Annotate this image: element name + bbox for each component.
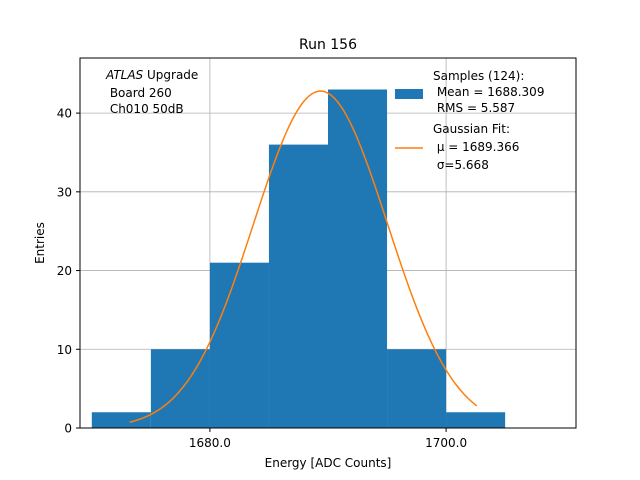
gaussian-fit	[129, 90, 478, 423]
legend-fit-sigma: σ=5.668	[433, 158, 489, 172]
legend: Samples (124): Mean = 1688.309 RMS = 5.5…	[395, 69, 544, 172]
annotation-line-2: Board 260	[106, 86, 172, 100]
chart-title: Run 156	[299, 37, 357, 53]
axis-ticks: 1680.0 1700.0 0 10 20 30 40	[57, 107, 467, 450]
gaussian-fit-curve	[129, 90, 478, 423]
y-axis-label: Entries	[33, 222, 47, 264]
axes-frame	[79, 57, 577, 429]
x-axis-label: Energy [ADC Counts]	[265, 456, 392, 470]
legend-fit-title: Gaussian Fit:	[433, 122, 510, 136]
histogram-bar-5	[387, 349, 447, 428]
legend-samples-mean: Mean = 1688.309	[433, 85, 544, 99]
y-tick-label-2: 20	[57, 264, 72, 278]
annotation-line-3: Ch010 50dB	[106, 102, 184, 116]
histogram-bar-2	[209, 262, 269, 428]
y-tick-label-4: 40	[57, 107, 72, 121]
atlas-annotation: ATLAS Upgrade Board 260 Ch010 50dB	[105, 68, 198, 116]
x-tick-label-1: 1700.0	[425, 436, 467, 450]
annotation-line-1: ATLAS Upgrade	[105, 68, 198, 82]
histogram-bar-6	[446, 412, 506, 428]
x-tick-label-0: 1680.0	[189, 436, 231, 450]
histogram-bar-4	[328, 89, 388, 428]
y-tick-label-3: 30	[57, 185, 72, 199]
legend-fit-mu: μ = 1689.366	[433, 140, 519, 154]
histogram-bar-1	[150, 349, 210, 428]
legend-samples-title: Samples (124):	[433, 69, 524, 83]
y-tick-label-0: 0	[64, 422, 72, 436]
y-tick-label-1: 10	[57, 343, 72, 357]
annotation-upgrade: Upgrade	[143, 68, 198, 82]
annotation-atlas: ATLAS	[105, 68, 144, 82]
histogram-bar-0	[91, 412, 151, 428]
legend-samples-rms: RMS = 5.587	[433, 101, 515, 115]
histogram-bar-3	[268, 144, 328, 428]
legend-histogram-swatch	[395, 89, 423, 99]
